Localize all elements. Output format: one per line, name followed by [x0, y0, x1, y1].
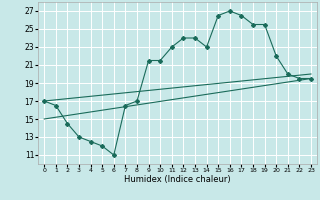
- X-axis label: Humidex (Indice chaleur): Humidex (Indice chaleur): [124, 175, 231, 184]
